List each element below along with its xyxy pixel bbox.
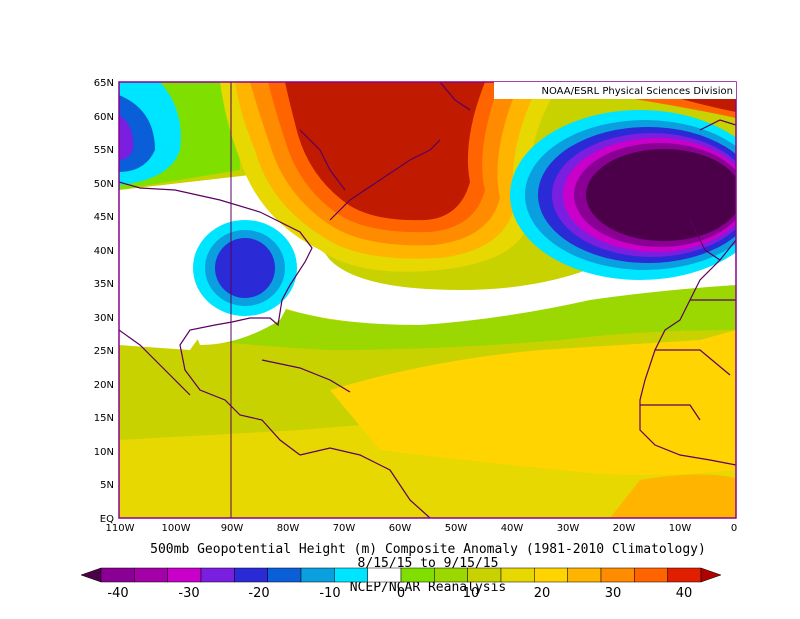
colorbar-swatch (334, 567, 368, 583)
lon-label: 70W (333, 523, 356, 534)
colorbar-swatch (500, 567, 535, 583)
lat-label: 35N (94, 279, 114, 290)
credit-text: NOAA/ESRL Physical Sciences Division (542, 86, 734, 97)
blue-low-core (215, 238, 275, 298)
colorbar-tick-label: 40 (676, 586, 693, 601)
colorbar-ticks: -40 -30 -20 -10 0 10 20 30 40 (107, 586, 692, 601)
yellow-band-east (330, 330, 736, 475)
lat-label: 30N (94, 313, 114, 324)
lat-label: 20N (94, 380, 114, 391)
lat-label: 10N (94, 447, 114, 458)
colorbar-swatch (667, 567, 702, 583)
colorbar-swatch (567, 567, 602, 583)
colorbar-swatch (534, 567, 568, 583)
lon-label: 50W (445, 523, 468, 534)
country-border-1 (655, 349, 731, 376)
lat-label: 25N (94, 346, 114, 357)
south-america-north-coast (299, 447, 431, 518)
longitude-labels: 110W 100W 90W 80W 70W 60W 50W 40W 30W 20… (106, 523, 738, 534)
greenland-coast (439, 82, 471, 111)
lon-label: 100W (162, 523, 191, 534)
lon-label: 40W (501, 523, 524, 534)
orange-patch-africa (610, 474, 736, 518)
colorbar-swatch (300, 567, 335, 583)
high-red-core (285, 82, 485, 221)
map-frame (118, 81, 737, 519)
colorbar-swatch (634, 567, 668, 583)
lon-label: 110W (106, 523, 135, 534)
colorbar-tick-label: 10 (463, 586, 480, 601)
colorbar-tick-label: -10 (319, 586, 340, 601)
colorbar-swatch (467, 567, 502, 583)
colorbar-tick-label: -40 (107, 586, 128, 601)
lat-label: 60N (94, 112, 114, 123)
canada-coast (329, 139, 441, 221)
anomaly-field (119, 82, 736, 518)
atl-low-core (586, 149, 736, 241)
lon-label: 10W (669, 523, 692, 534)
colorbar-tick-label: 30 (605, 586, 622, 601)
colorbar-swatch (367, 567, 402, 583)
lon-label: 80W (277, 523, 300, 534)
lat-label: 15N (94, 413, 114, 424)
british-isles (699, 119, 736, 131)
lon-label: 60W (389, 523, 412, 534)
colorbar-swatch (134, 567, 168, 583)
colorbar-swatch (234, 567, 268, 583)
lat-label: 40N (94, 246, 114, 257)
lon-label: 90W (221, 523, 244, 534)
lon-label: 30W (557, 523, 580, 534)
colorbar-tick-label: -30 (178, 586, 199, 601)
source-text: NCEP/NCAR Reanalysis (350, 580, 507, 595)
colorbar-swatch (100, 567, 135, 583)
mexico-west-coast (119, 329, 191, 396)
na-east-coast (119, 181, 313, 456)
credit-box (494, 82, 736, 99)
colorbar-swatch (167, 567, 202, 583)
cuba (261, 359, 351, 393)
iberia (689, 219, 721, 261)
colorbar-swatch (200, 567, 235, 583)
colorbar-tick-label: 20 (534, 586, 551, 601)
lat-label: 45N (94, 212, 114, 223)
colorbar-swatch (600, 567, 635, 583)
colorbar-arrow-right (700, 567, 722, 583)
lon-label: 20W (613, 523, 636, 534)
chart-title: 500mb Geopotential Height (m) Composite … (150, 542, 706, 557)
lat-label: 5N (100, 480, 114, 491)
colorbar-swatch (400, 567, 435, 583)
lat-label: 50N (94, 179, 114, 190)
lon-label: 0 (731, 523, 737, 534)
nw-low-purple (119, 115, 134, 160)
latitude-labels: 65N 60N 55N 50N 45N 40N 35N 30N 25N 20N … (94, 78, 114, 525)
hudson-region (299, 129, 346, 191)
africa-west-coast (639, 239, 736, 466)
country-border-2 (640, 404, 701, 421)
lat-label: 65N (94, 78, 114, 89)
lat-label: EQ (100, 514, 114, 525)
colorbar-arrow-left (80, 567, 102, 583)
colorbar-tick-label: -20 (248, 586, 269, 601)
date-range: 8/15/15 to 9/15/15 (358, 556, 499, 571)
colorbar-swatch (434, 567, 468, 583)
colorbar-tick-label: 0 (397, 586, 405, 601)
colorbar (80, 567, 722, 583)
colorbar-swatch (267, 567, 302, 583)
coastlines (119, 82, 736, 518)
lat-label: 55N (94, 145, 114, 156)
